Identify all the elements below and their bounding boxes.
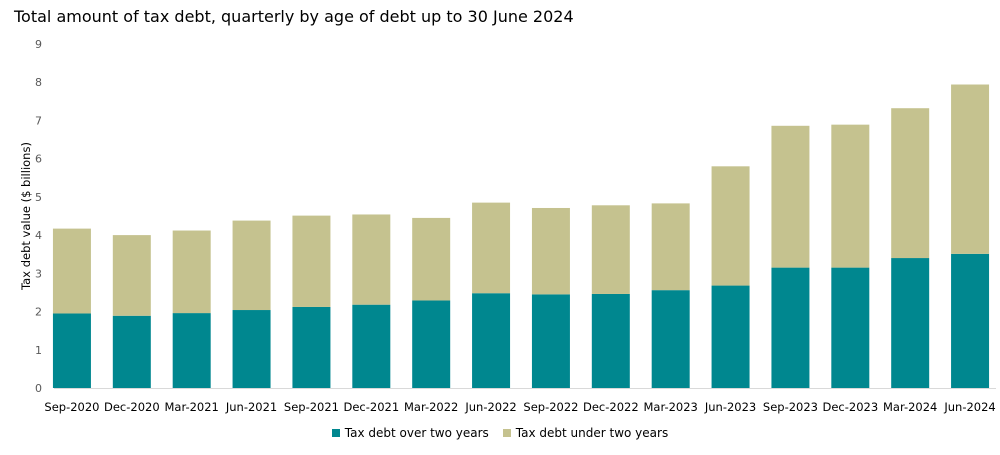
x-tick-label: Sep-2020 [44, 400, 99, 414]
y-axis-ticks: 0 1 2 3 4 5 6 7 8 9 [35, 38, 42, 395]
x-tick-label: Dec-2021 [343, 400, 399, 414]
x-tick-label: Mar-2024 [883, 400, 937, 414]
bar-under-two-years [53, 229, 91, 314]
y-tick-label: 5 [35, 191, 42, 204]
bar-over-two-years [53, 313, 91, 388]
bar-under-two-years [831, 125, 869, 268]
x-tick-label: Sep-2022 [523, 400, 578, 414]
x-tick-label: Sep-2021 [284, 400, 339, 414]
y-tick-label: 4 [35, 229, 42, 242]
x-tick-label: Dec-2022 [583, 400, 639, 414]
bar-over-two-years [532, 294, 570, 388]
bar-over-two-years [233, 310, 271, 388]
x-tick-label: Jun-2024 [943, 400, 995, 414]
y-axis-label: Tax debt value ($ billions) [19, 142, 33, 291]
legend-label-under-two-years: Tax debt under two years [516, 426, 668, 440]
bar-under-two-years [532, 208, 570, 294]
bar-over-two-years [292, 307, 330, 388]
bar-under-two-years [352, 214, 390, 304]
bar-under-two-years [233, 221, 271, 310]
bar-over-two-years [891, 258, 929, 388]
bar-over-two-years [412, 300, 450, 388]
y-tick-label: 2 [35, 306, 42, 319]
bar-over-two-years [472, 293, 510, 388]
bar-under-two-years [891, 108, 929, 258]
bar-over-two-years [831, 268, 869, 388]
y-tick-label: 0 [35, 382, 42, 395]
x-tick-label: Jun-2021 [225, 400, 277, 414]
x-tick-label: Mar-2021 [164, 400, 218, 414]
bar-under-two-years [412, 218, 450, 301]
x-tick-label: Sep-2023 [763, 400, 818, 414]
x-tick-label: Mar-2023 [643, 400, 697, 414]
x-tick-label: Jun-2023 [704, 400, 756, 414]
legend-item-under-two-years: Tax debt under two years [503, 426, 668, 440]
bar-under-two-years [472, 203, 510, 294]
bar-under-two-years [951, 85, 989, 254]
bar-under-two-years [771, 126, 809, 268]
y-tick-label: 9 [35, 38, 42, 51]
legend-swatch-under-two-years [503, 429, 511, 437]
bar-over-two-years [592, 294, 630, 388]
y-tick-label: 3 [35, 267, 42, 280]
bar-over-two-years [652, 290, 690, 388]
legend: Tax debt over two years Tax debt under t… [0, 426, 1000, 440]
y-tick-label: 6 [35, 153, 42, 166]
legend-swatch-over-two-years [332, 429, 340, 437]
y-tick-label: 1 [35, 344, 42, 357]
x-tick-label: Mar-2022 [404, 400, 458, 414]
bar-over-two-years [951, 254, 989, 388]
y-tick-label: 7 [35, 114, 42, 127]
x-tick-label: Dec-2023 [822, 400, 878, 414]
bar-over-two-years [352, 305, 390, 388]
bar-under-two-years [592, 205, 630, 294]
bar-over-two-years [173, 313, 211, 388]
bar-over-two-years [113, 316, 151, 388]
bar-group [53, 85, 989, 388]
bar-under-two-years [652, 203, 690, 290]
legend-item-over-two-years: Tax debt over two years [332, 426, 489, 440]
legend-label-over-two-years: Tax debt over two years [345, 426, 489, 440]
x-tick-label: Dec-2020 [104, 400, 160, 414]
bar-over-two-years [712, 286, 750, 388]
bar-under-two-years [113, 235, 151, 316]
x-tick-label: Jun-2022 [464, 400, 516, 414]
bar-under-two-years [712, 166, 750, 285]
x-axis-ticks: Sep-2020 Dec-2020 Mar-2021 Jun-2021 Sep-2021… [44, 400, 995, 414]
y-tick-label: 8 [35, 76, 42, 89]
bar-under-two-years [173, 231, 211, 314]
bar-over-two-years [771, 268, 809, 388]
bar-under-two-years [292, 216, 330, 307]
